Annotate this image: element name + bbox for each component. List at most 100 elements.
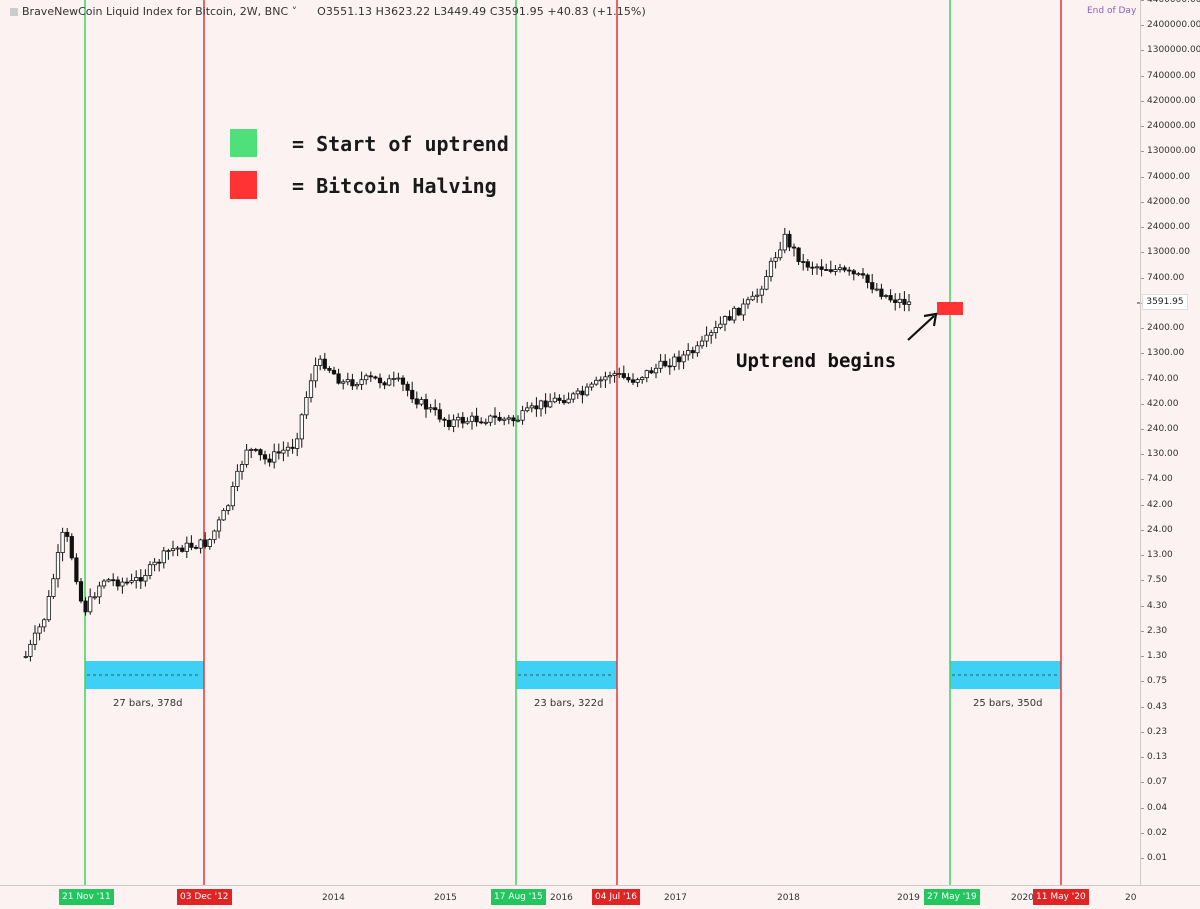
candle-body-60 — [299, 414, 304, 440]
candle-body-80 — [391, 378, 396, 380]
candle-body-37 — [193, 546, 199, 549]
candle-body-133 — [635, 379, 640, 383]
candle-body-87 — [423, 399, 429, 410]
candle-body-24 — [134, 577, 139, 582]
range-label-3: 25 bars, 350d — [973, 698, 1043, 709]
candle-body-81 — [396, 377, 401, 380]
candle-body-25 — [138, 577, 143, 582]
uptrend-annotation: Uptrend begins — [736, 350, 897, 372]
x-tick-2019: 2019 — [897, 893, 920, 903]
candle-body-173 — [819, 266, 824, 270]
candle-body-10 — [69, 536, 74, 559]
candle-body-161 — [764, 276, 769, 290]
y-tick-label: 7.50 — [1140, 575, 1168, 586]
current-price-tag: 3591.95 — [1142, 294, 1188, 310]
candle-body-189 — [893, 299, 898, 303]
candle-body-11 — [74, 557, 79, 583]
candle-body-23 — [129, 580, 134, 583]
time-axis[interactable]: 2014 2015 2016 2017 2018 2019 2020 20 21… — [0, 885, 1200, 909]
candle-body-129 — [617, 373, 622, 375]
candle-body-28 — [152, 561, 157, 566]
legend-green-label: = Start of uptrend — [292, 132, 509, 156]
chevron-down-icon[interactable]: ˅ — [288, 5, 298, 18]
candle-body-40 — [207, 539, 212, 547]
candle-body-154 — [732, 307, 737, 321]
candle-body-64 — [318, 358, 323, 366]
candle-body-62 — [308, 380, 314, 398]
candle-body-58 — [290, 446, 295, 449]
price-axis[interactable]: 4400000.00 2400000.00 1300000.00 740000.00 4… — [1140, 0, 1200, 885]
candle-body-121 — [580, 390, 585, 396]
chart-area[interactable]: BraveNewCoin Liquid Index for Bitcoin, 2… — [0, 0, 1140, 885]
candle-body-22 — [124, 581, 130, 584]
candle-body-70 — [345, 379, 350, 383]
annotation-arrow-head — [923, 312, 938, 327]
candle-body-178 — [842, 267, 847, 271]
candle-body-181 — [856, 273, 861, 276]
candle-body-146 — [695, 345, 700, 354]
x-tick-20: 20 — [1125, 893, 1137, 903]
candle-body-120 — [575, 390, 580, 395]
candle-body-57 — [285, 446, 291, 451]
candle-body-119 — [571, 393, 576, 400]
green-swatch — [230, 129, 257, 157]
candle-body-137 — [653, 367, 659, 374]
y-tick-label: 240.00 — [1141, 424, 1179, 434]
x-tick-2016: 2016 — [550, 893, 573, 903]
candle-body-148 — [704, 334, 709, 342]
candle-body-97 — [469, 415, 475, 422]
y-tick-label: 0.07 — [1140, 777, 1168, 788]
candle-body-140 — [667, 365, 672, 368]
candle-body-153 — [727, 316, 732, 321]
candle-body-35 — [184, 542, 189, 552]
y-tick-label: 740.00 — [1141, 373, 1179, 384]
candle-body-39 — [203, 539, 208, 547]
legend-red: = Bitcoin Halving — [230, 171, 497, 199]
candle-body-110 — [529, 405, 534, 409]
end-of-day-label[interactable]: End of Day — [1087, 6, 1137, 16]
y-tick-label: 0.13 — [1140, 752, 1168, 763]
candle-body-168 — [796, 247, 801, 262]
candle-body-112 — [538, 400, 544, 410]
candle-body-9 — [65, 531, 70, 537]
candle-body-149 — [709, 332, 714, 336]
candle-body-157 — [745, 299, 751, 305]
candle-body-123 — [589, 383, 594, 388]
candle-body-170 — [805, 261, 810, 268]
candle-body-182 — [860, 273, 866, 276]
candle-body-0 — [23, 656, 28, 658]
candle-body-84 — [410, 389, 415, 400]
candle-body-114 — [548, 401, 553, 408]
y-tick-label: 0.23 — [1140, 726, 1168, 737]
candle-body-88 — [428, 407, 433, 410]
ohlc-values: O3551.13 H3623.22 L3449.49 C3591.95 +40.… — [317, 5, 646, 18]
y-tick-label: 24.00 — [1141, 524, 1173, 535]
price-plot — [23, 0, 1140, 885]
candle-body-150 — [713, 327, 718, 334]
candle-body-155 — [736, 307, 741, 316]
y-tick-label: 1.30 — [1140, 651, 1168, 662]
candle-body-103 — [497, 416, 502, 421]
candle-body-139 — [663, 360, 668, 367]
candle-body-187 — [883, 295, 889, 297]
red-swatch — [230, 171, 257, 199]
candle-body-3 — [37, 626, 42, 634]
candle-body-38 — [198, 539, 203, 549]
candle-body-128 — [612, 373, 617, 376]
range-label-1: 27 bars, 378d — [113, 698, 183, 709]
candle-body-71 — [350, 379, 355, 387]
candle-body-163 — [773, 257, 778, 262]
x-badge-start-2015: 17 Aug '15 — [491, 889, 546, 905]
chart-header[interactable]: BraveNewCoin Liquid Index for Bitcoin, 2… — [10, 5, 646, 18]
y-tick-label: 2400.00 — [1140, 323, 1185, 334]
x-tick-2015: 2015 — [434, 893, 457, 903]
range-label-2: 23 bars, 322d — [534, 698, 604, 709]
candle-body-122 — [584, 386, 590, 396]
candle-body-86 — [419, 399, 424, 405]
candle-body-113 — [543, 400, 548, 408]
candle-body-169 — [801, 261, 806, 263]
candle-body-111 — [534, 405, 539, 410]
candle-body-176 — [833, 269, 838, 272]
candle-body-85 — [414, 398, 419, 405]
candle-body-185 — [874, 288, 879, 291]
